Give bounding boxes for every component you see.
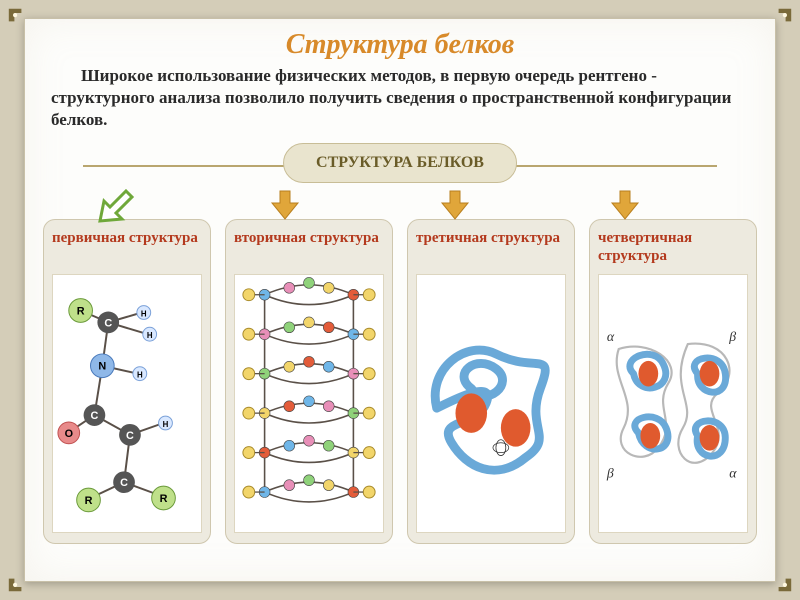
card-quaternary: четвертичная структура bbox=[589, 219, 757, 544]
svg-text:N: N bbox=[98, 361, 106, 373]
card-title: третичная структура bbox=[416, 230, 566, 266]
svg-text:H: H bbox=[141, 310, 147, 319]
svg-text:H: H bbox=[147, 331, 153, 340]
arrow-icon bbox=[268, 189, 302, 221]
figure-secondary bbox=[234, 274, 384, 533]
svg-text:C: C bbox=[120, 477, 128, 489]
svg-text:α: α bbox=[607, 329, 615, 344]
svg-text:α: α bbox=[729, 466, 737, 481]
svg-text:O: O bbox=[65, 428, 73, 440]
card-title: четвертичная структура bbox=[598, 230, 748, 266]
slide-page: Структура белков Широкое использование ф… bbox=[24, 18, 776, 582]
hub-row: СТРУКТУРА БЕЛКОВ bbox=[43, 143, 757, 213]
svg-text:R: R bbox=[160, 493, 168, 505]
card-row: первичная структура R C H H bbox=[43, 219, 757, 544]
svg-text:β: β bbox=[606, 466, 614, 481]
svg-text:β: β bbox=[728, 329, 736, 344]
svg-text:C: C bbox=[91, 410, 99, 422]
card-secondary: вторичная структура bbox=[225, 219, 393, 544]
svg-text:C: C bbox=[126, 430, 134, 442]
card-title: первичная структура bbox=[52, 230, 202, 266]
svg-text:H: H bbox=[137, 371, 143, 380]
card-tertiary: третичная структура bbox=[407, 219, 575, 544]
card-primary: первичная структура R C H H bbox=[43, 219, 211, 544]
svg-text:C: C bbox=[104, 318, 112, 330]
card-title: вторичная структура bbox=[234, 230, 384, 266]
figure-primary: R C H H N H C O C H C R R bbox=[52, 274, 202, 533]
arrow-icon bbox=[608, 189, 642, 221]
figure-quaternary: α β β α bbox=[598, 274, 748, 533]
arrow-icon bbox=[438, 189, 472, 221]
svg-text:R: R bbox=[85, 495, 93, 507]
hub-label: СТРУКТУРА БЕЛКОВ bbox=[283, 143, 517, 183]
arrow-icon bbox=[98, 189, 138, 223]
arrow-row bbox=[43, 189, 757, 219]
intro-paragraph: Широкое использование физических методов… bbox=[51, 65, 749, 131]
figure-tertiary bbox=[416, 274, 566, 533]
svg-text:R: R bbox=[77, 306, 85, 318]
svg-text:H: H bbox=[163, 420, 169, 429]
page-title: Структура белков bbox=[43, 29, 757, 61]
